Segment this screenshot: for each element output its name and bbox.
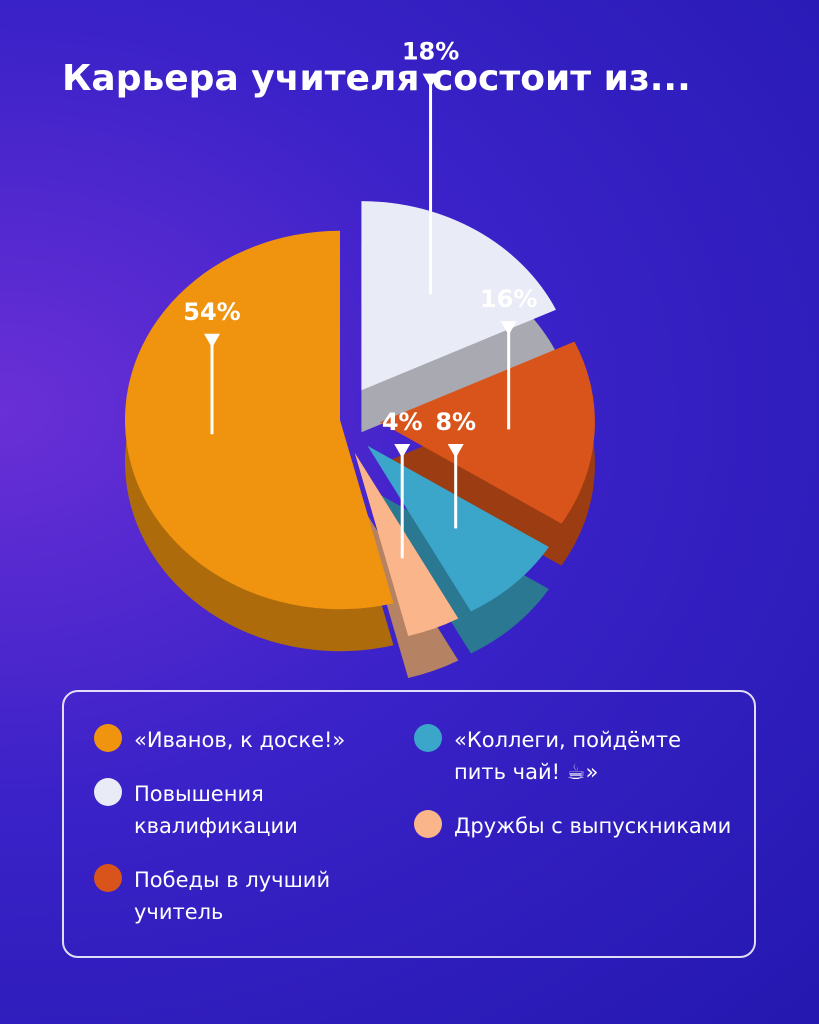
legend-swatch bbox=[94, 778, 122, 806]
legend-swatch bbox=[94, 724, 122, 752]
legend: «Иванов, к доске!» Повышения квалификации… bbox=[62, 690, 756, 958]
legend-label: Победы в лучший учитель bbox=[134, 868, 331, 924]
chart-title: Карьера учителя состоит из... bbox=[62, 58, 691, 99]
legend-label: «Коллеги, пойдёмте пить чай! ☕» bbox=[454, 728, 682, 784]
slice bbox=[354, 452, 459, 636]
leader-arrow bbox=[204, 333, 221, 348]
value-label: 16% bbox=[480, 285, 537, 313]
legend-item: Дружбы с выпускниками bbox=[414, 810, 734, 842]
legend-item: Победы в лучший учитель bbox=[94, 864, 394, 928]
slice bbox=[379, 341, 595, 524]
value-label: 18% bbox=[402, 38, 459, 66]
legend-label: «Иванов, к доске!» bbox=[134, 728, 346, 752]
legend-item: Повышения квалификации bbox=[94, 778, 394, 842]
legend-swatch bbox=[414, 810, 442, 838]
value-label: 4% bbox=[382, 408, 423, 436]
leader-arrow bbox=[422, 73, 439, 88]
legend-swatch bbox=[414, 724, 442, 752]
slice bbox=[367, 445, 549, 612]
legend-swatch bbox=[94, 864, 122, 892]
legend-column: «Иванов, к доске!» Повышения квалификации… bbox=[94, 724, 394, 950]
value-label: 54% bbox=[183, 298, 240, 326]
value-label: 8% bbox=[435, 408, 476, 436]
legend-label: Дружбы с выпускниками bbox=[454, 814, 732, 838]
leader-arrow bbox=[447, 444, 464, 458]
slice bbox=[361, 201, 556, 391]
leader-arrow bbox=[500, 321, 517, 336]
pie-chart: 54% 18% 16% 8% 4% bbox=[124, 38, 595, 678]
legend-item: «Коллеги, пойдёмте пить чай! ☕» bbox=[414, 724, 734, 788]
slice bbox=[124, 230, 394, 610]
legend-column: «Коллеги, пойдёмте пить чай! ☕» Дружбы с … bbox=[414, 724, 734, 864]
leader-arrow bbox=[394, 444, 411, 458]
legend-label: Повышения квалификации bbox=[134, 782, 298, 838]
legend-item: «Иванов, к доске!» bbox=[94, 724, 394, 756]
